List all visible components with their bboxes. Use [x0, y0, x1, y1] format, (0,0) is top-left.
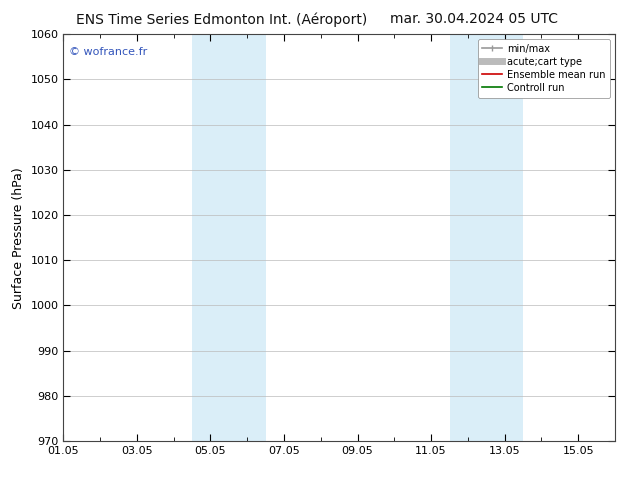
Text: © wofrance.fr: © wofrance.fr: [69, 47, 147, 56]
Bar: [192, 34, 266, 441]
Text: mar. 30.04.2024 05 UTC: mar. 30.04.2024 05 UTC: [390, 12, 558, 26]
Y-axis label: Surface Pressure (hPa): Surface Pressure (hPa): [12, 167, 25, 309]
Text: ENS Time Series Edmonton Int. (Aéroport): ENS Time Series Edmonton Int. (Aéroport): [76, 12, 367, 27]
Bar: [450, 34, 523, 441]
Legend: min/max, acute;cart type, Ensemble mean run, Controll run: min/max, acute;cart type, Ensemble mean …: [477, 39, 610, 98]
